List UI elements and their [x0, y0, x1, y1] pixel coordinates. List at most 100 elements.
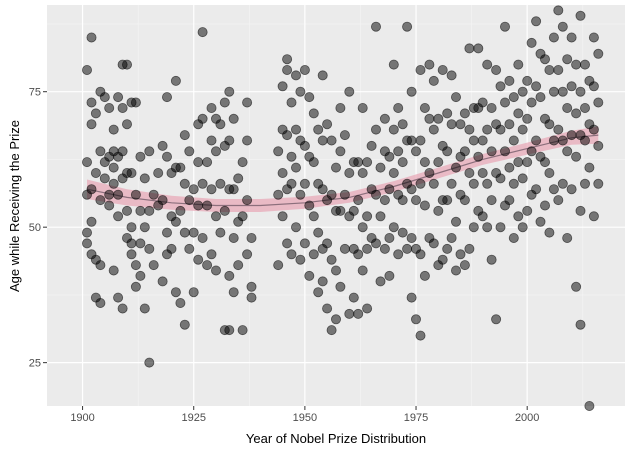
data-point — [170, 75, 181, 86]
data-point — [308, 157, 319, 168]
data-point — [553, 65, 564, 76]
data-point — [499, 97, 510, 108]
data-point — [473, 43, 484, 54]
data-point — [499, 21, 510, 32]
data-point — [535, 92, 546, 103]
data-point — [379, 195, 390, 206]
data-point — [233, 173, 244, 184]
data-point — [482, 59, 493, 70]
data-point — [491, 65, 502, 76]
data-point — [224, 135, 235, 146]
data-point — [161, 151, 172, 162]
data-point — [482, 124, 493, 135]
data-point — [277, 167, 288, 178]
data-point — [442, 146, 453, 157]
data-point — [450, 162, 461, 173]
data-point — [90, 108, 101, 119]
data-point — [593, 97, 604, 108]
data-point — [184, 243, 195, 254]
data-point — [557, 178, 568, 189]
data-point — [482, 222, 493, 233]
x-tick-label: 1925 — [181, 412, 205, 424]
data-point — [375, 211, 386, 222]
data-point — [464, 243, 475, 254]
data-point — [108, 178, 119, 189]
data-point — [508, 135, 519, 146]
data-point — [562, 146, 573, 157]
data-point — [424, 59, 435, 70]
data-point — [344, 308, 355, 319]
data-point — [179, 130, 190, 141]
data-point — [228, 184, 239, 195]
data-point — [299, 140, 310, 151]
data-point — [95, 260, 106, 271]
data-point — [450, 216, 461, 227]
data-point — [513, 108, 524, 119]
data-point — [322, 303, 333, 314]
data-point — [335, 146, 346, 157]
data-point — [224, 325, 235, 336]
data-point — [446, 119, 457, 130]
data-point — [286, 151, 297, 162]
data-point — [197, 27, 208, 38]
data-point — [459, 108, 470, 119]
data-point — [130, 281, 141, 292]
data-point — [286, 249, 297, 260]
data-point — [135, 205, 146, 216]
data-point — [504, 75, 515, 86]
data-point — [370, 189, 381, 200]
data-point — [148, 260, 159, 271]
data-point — [299, 65, 310, 76]
data-point — [246, 292, 257, 303]
data-point — [326, 189, 337, 200]
data-point — [286, 97, 297, 108]
data-point — [326, 254, 337, 265]
data-point — [557, 86, 568, 97]
data-point — [548, 135, 559, 146]
data-point — [86, 97, 97, 108]
data-point — [575, 86, 586, 97]
data-point — [113, 292, 124, 303]
data-point — [308, 108, 319, 119]
data-point — [144, 357, 155, 368]
data-point — [464, 43, 475, 54]
data-point — [504, 162, 515, 173]
data-point — [406, 135, 417, 146]
data-point — [495, 81, 506, 92]
data-point — [148, 189, 159, 200]
data-point — [540, 200, 551, 211]
data-point — [179, 178, 190, 189]
data-point — [219, 97, 230, 108]
data-point — [273, 146, 284, 157]
data-point — [304, 200, 315, 211]
data-point — [442, 243, 453, 254]
data-point — [206, 135, 217, 146]
data-point — [571, 59, 582, 70]
data-point — [348, 292, 359, 303]
y-axis-label: Age while Receiving the Prize — [7, 120, 22, 292]
data-point — [157, 140, 168, 151]
data-point — [139, 222, 150, 233]
data-point — [571, 108, 582, 119]
data-point — [544, 119, 555, 130]
data-point — [188, 227, 199, 238]
data-point — [459, 146, 470, 157]
data-point — [197, 113, 208, 124]
data-point — [531, 135, 542, 146]
data-point — [330, 314, 341, 325]
data-point — [513, 157, 524, 168]
data-point — [95, 195, 106, 206]
data-point — [246, 232, 257, 243]
data-point — [282, 238, 293, 249]
data-point — [308, 249, 319, 260]
data-point — [282, 65, 293, 76]
data-point — [335, 103, 346, 114]
data-point — [508, 178, 519, 189]
data-point — [410, 146, 421, 157]
data-point — [99, 92, 110, 103]
data-point — [82, 238, 93, 249]
data-point — [202, 157, 213, 168]
data-point — [522, 157, 533, 168]
data-point — [308, 211, 319, 222]
data-point — [188, 184, 199, 195]
